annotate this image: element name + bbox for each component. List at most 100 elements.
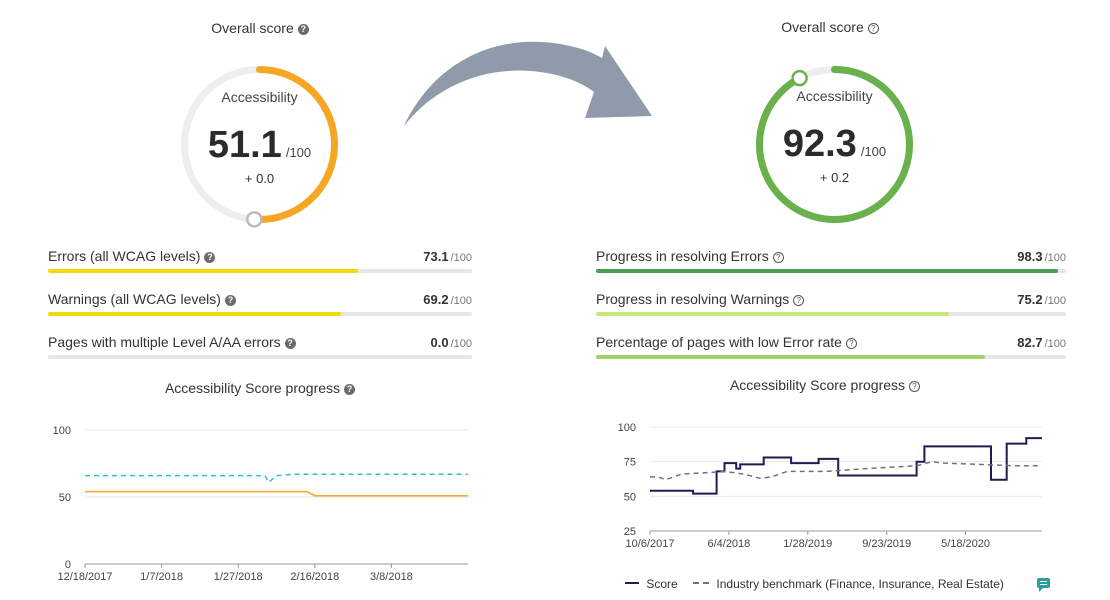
help-icon[interactable]: ? [204,252,216,263]
right-progress-title: Accessibility Score progress? [695,377,955,393]
left-gauge-score-row: 51.1/100 [187,124,332,167]
gauge-arc [756,66,913,223]
right-gauge-of: /100 [860,144,887,159]
chat-icon-tail [1039,588,1043,592]
left-progress-chart: 0 50 100 12/18/2017 1/7/2018 1/27/2018 2/16/20… [53,425,468,583]
help-icon[interactable]: ? [772,252,784,263]
metric-label: Progress in resolving Warnings [596,291,790,307]
metric-bar-track [596,312,1066,316]
metric-value: 98.3 [1017,248,1043,264]
help-icon[interactable]: ? [909,381,921,392]
right-metric-warnings: Progress in resolving Warnings? 75.2/100 [596,290,1066,316]
gauge-knob [246,211,263,228]
benchmark-line [85,473,468,484]
y-tick-label: 50 [624,491,636,503]
left-score-gauge [181,66,338,228]
legend-benchmark-label: Industry benchmark (Finance, Insurance, … [716,577,1004,591]
help-icon[interactable]: ? [344,384,356,395]
progress-title-text: Accessibility Score progress [729,377,906,393]
right-metric-low-error-pages: Percentage of pages with low Error rate?… [596,333,1066,359]
left-gauge-score: 51.1 [207,124,282,166]
right-metric-errors: Progress in resolving Errors? 98.3/100 [596,247,1066,273]
help-icon[interactable]: ? [284,338,296,349]
legend-score-label: Score [646,577,678,591]
x-tick-label: 1/7/2018 [140,571,183,583]
y-tick-label: 25 [624,526,636,538]
legend-benchmark-swatch [693,582,710,584]
left-gauge-of: /100 [285,145,312,160]
metric-of: /100 [450,294,472,307]
metric-bar-track [596,269,1066,273]
gauge-arc [250,66,338,223]
right-score-gauge [756,66,913,223]
x-tick-label: 1/27/2018 [214,571,263,583]
right-gauge-score-row: 92.3/100 [762,123,907,166]
chat-icon-lines [1040,581,1047,582]
right-overall-title: Overall score? [720,19,940,35]
metric-of: /100 [1044,294,1066,307]
right-progress-chart: 25 50 75 100 10/6/2017 6/4/2018 1/28/2019 9/23/… [618,422,1042,550]
y-tick-label: 75 [624,457,636,469]
metric-of: /100 [450,251,472,264]
x-tick-label: 2/16/2018 [290,571,339,583]
metric-bar-track [596,355,1066,359]
x-tick-label: 5/18/2020 [941,538,990,550]
help-icon[interactable]: ? [297,24,309,35]
x-tick-label: 12/18/2017 [57,571,112,583]
y-tick-label: 100 [618,422,636,434]
metric-label: Pages with multiple Level A/AA errors [48,334,281,350]
left-progress-title: Accessibility Score progress? [130,380,390,396]
benchmark-line [650,460,1042,481]
x-tick-label: 1/28/2019 [783,538,832,550]
metric-label: Percentage of pages with low Error rate [596,334,842,350]
metric-of: /100 [1044,251,1066,264]
left-metric-pages: Pages with multiple Level A/AA errors? 0… [48,333,472,359]
help-icon[interactable]: ? [845,338,857,349]
transition-arrow [404,41,652,126]
right-gauge-delta: + 0.2 [819,170,850,185]
y-tick-label: 50 [59,492,71,504]
metric-label: Progress in resolving Errors [596,248,769,264]
help-icon[interactable]: ? [867,23,879,34]
arrow-shape [404,41,652,126]
metric-of: /100 [1044,337,1066,350]
overall-score-label: Overall score [781,19,864,35]
metric-bar-fill [596,355,985,359]
metric-bar-track [48,312,472,316]
overall-score-label: Overall score [211,20,294,36]
metric-label: Errors (all WCAG levels) [48,248,201,264]
gauge-knob [791,69,808,87]
progress-title-text: Accessibility Score progress [164,380,341,396]
chat-icon[interactable] [1037,578,1050,592]
metric-value: 75.2 [1017,291,1043,307]
left-metric-warnings: Warnings (all WCAG levels)? 69.2/100 [48,290,472,316]
help-icon[interactable]: ? [224,295,236,306]
x-tick-label: 10/6/2017 [626,538,675,550]
metric-value: 73.1 [423,248,449,264]
metric-bar-track [48,355,472,359]
metric-value: 0.0 [430,334,449,350]
help-icon[interactable]: ? [793,295,805,306]
score-line [85,490,468,497]
x-tick-label: 9/23/2019 [862,538,911,550]
left-gauge-label: Accessibility [221,89,298,105]
metric-of: /100 [450,337,472,350]
left-overall-title: Overall score? [150,20,370,36]
x-tick-label: 3/8/2018 [370,571,413,583]
metric-bar-fill [596,312,950,316]
right-gauge-label: Accessibility [796,88,873,104]
metric-label: Warnings (all WCAG levels) [48,291,221,307]
metric-bar-track [48,269,472,273]
metric-value: 82.7 [1017,334,1043,350]
score-line [650,437,1042,495]
left-gauge-delta: + 0.0 [244,171,275,186]
metric-bar-fill [596,269,1058,273]
metric-bar-fill [48,312,342,316]
chart-legend: Score Industry benchmark (Finance, Insur… [625,577,1004,591]
metric-value: 69.2 [423,291,449,307]
x-tick-label: 6/4/2018 [707,538,750,550]
right-gauge-score: 92.3 [782,123,857,165]
legend-score-swatch [625,582,639,584]
y-tick-label: 100 [53,425,71,437]
left-metric-errors: Errors (all WCAG levels)? 73.1/100 [48,247,472,273]
